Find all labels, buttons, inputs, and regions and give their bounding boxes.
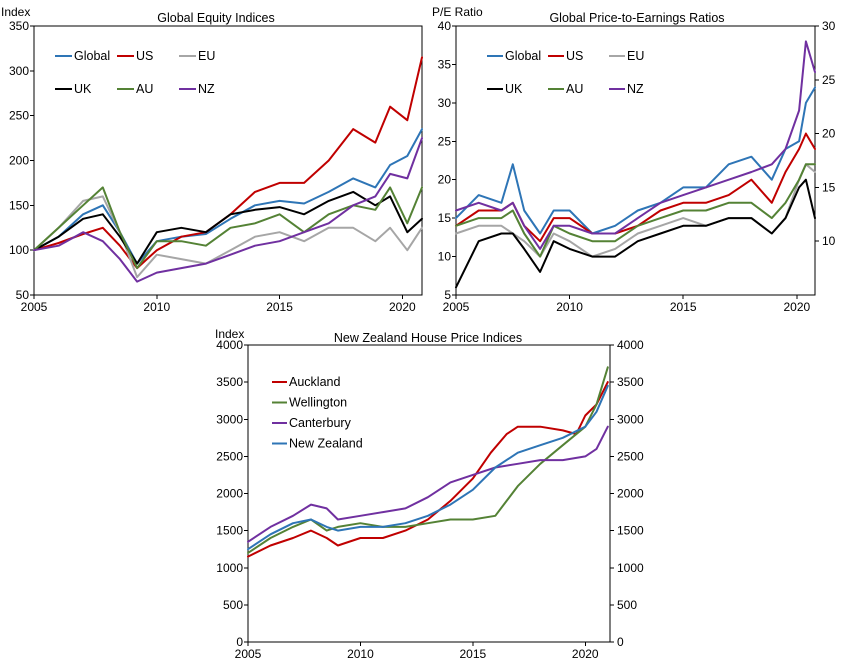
legend-label: UK [505,82,523,96]
y-tick-label: 200 [9,154,29,168]
chart-title: Global Equity Indices [157,11,274,25]
y2-tick-label: 15 [822,180,836,194]
x-tick-label: 2015 [266,300,293,314]
y2-tick-label: 30 [822,19,836,33]
y-tick-label: 3000 [216,412,243,426]
x-tick-label: 2020 [389,300,416,314]
y-tick-label: 5 [444,288,451,302]
y-tick-label: 150 [9,198,29,212]
x-tick-label: 2020 [572,647,599,661]
series-line-au [455,163,816,258]
y-tick-label: 10 [438,250,452,264]
legend-label: Canterbury [289,416,352,430]
chart-panel-house: Index New Zealand House Price Indices 20… [215,327,644,661]
legend-label: EU [198,49,215,63]
series-line-uk [455,178,816,289]
y-tick-label: 500 [223,598,243,612]
legend-label: UK [74,82,92,96]
y2-tick-label: 2000 [617,487,644,501]
y-tick-label: 40 [438,19,452,33]
y-tick-label: 2500 [216,449,243,463]
x-tick-label: 2005 [235,647,262,661]
y-tick-label: 30 [438,96,452,110]
legend-label: Wellington [289,396,347,410]
y2-tick-label: 3000 [617,412,644,426]
series-line-global [455,86,816,235]
series-line-canterbury [247,425,609,543]
y-tick-label: 4000 [216,338,243,352]
y2-tick-label: 1000 [617,561,644,575]
y2-tick-label: 2500 [617,449,644,463]
legend-label: Global [505,49,541,63]
legend-label: NZ [627,82,644,96]
series-line-uk [33,190,423,265]
series-line-eu [33,195,423,279]
x-tick-label: 2010 [143,300,170,314]
y2-tick-label: 1500 [617,524,644,538]
x-tick-label: 2010 [347,647,374,661]
y-axis-label: Index [1,5,30,19]
chart-panel-pe: P/E Ratio Global Price-to-Earnings Ratio… [432,5,836,314]
legend-label: US [566,49,583,63]
y-tick-label: 25 [438,134,452,148]
legend-label: Global [74,49,110,63]
y-tick-label: 0 [236,635,243,649]
y-tick-label: 250 [9,109,29,123]
y2-tick-label: 500 [617,598,637,612]
y-tick-label: 300 [9,64,29,78]
chart-panel-equity: Index Global Equity Indices 2005 2010 2015… [1,5,423,314]
y-tick-label: 100 [9,243,29,257]
series-line-global [33,128,423,265]
series-line-nz [455,40,816,250]
legend-label: EU [627,49,644,63]
y-tick-label: 350 [9,19,29,33]
y2-tick-label: 20 [822,127,836,141]
y-axis-label: P/E Ratio [432,5,483,19]
legend-label: AU [136,82,153,96]
y2-tick-label: 3500 [617,375,644,389]
x-tick-label: 2005 [443,300,470,314]
y-tick-label: 2000 [216,487,243,501]
y-tick-label: 3500 [216,375,243,389]
y-tick-label: 35 [438,57,452,71]
series-line-nz [33,137,423,283]
y-tick-label: 20 [438,173,452,187]
plot-area-frame [455,25,816,296]
y-tick-label: 1000 [216,561,243,575]
legend-label: US [136,49,153,63]
y2-tick-label: 4000 [617,338,644,352]
x-tick-label: 2010 [556,300,583,314]
y2-tick-label: 0 [617,635,624,649]
y-axis-label: Index [215,327,244,341]
y-tick-label: 15 [438,211,452,225]
x-tick-label: 2015 [670,300,697,314]
chart-title: New Zealand House Price Indices [334,331,522,345]
series-line-au [33,186,423,270]
y2-tick-label: 10 [822,234,836,248]
legend-label: NZ [198,82,215,96]
plot-area-frame [247,344,611,643]
x-tick-label: 2020 [783,300,810,314]
chart-title: Global Price-to-Earnings Ratios [549,11,724,25]
legend-label: AU [566,82,583,96]
y2-tick-label: 25 [822,73,836,87]
x-tick-label: 2015 [459,647,486,661]
legend-label: Auckland [289,375,340,389]
series-line-new-zealand [247,384,609,551]
legend-label: New Zealand [289,437,363,451]
y-tick-label: 1500 [216,524,243,538]
x-tick-label: 2005 [21,300,48,314]
y-tick-label: 50 [16,288,30,302]
